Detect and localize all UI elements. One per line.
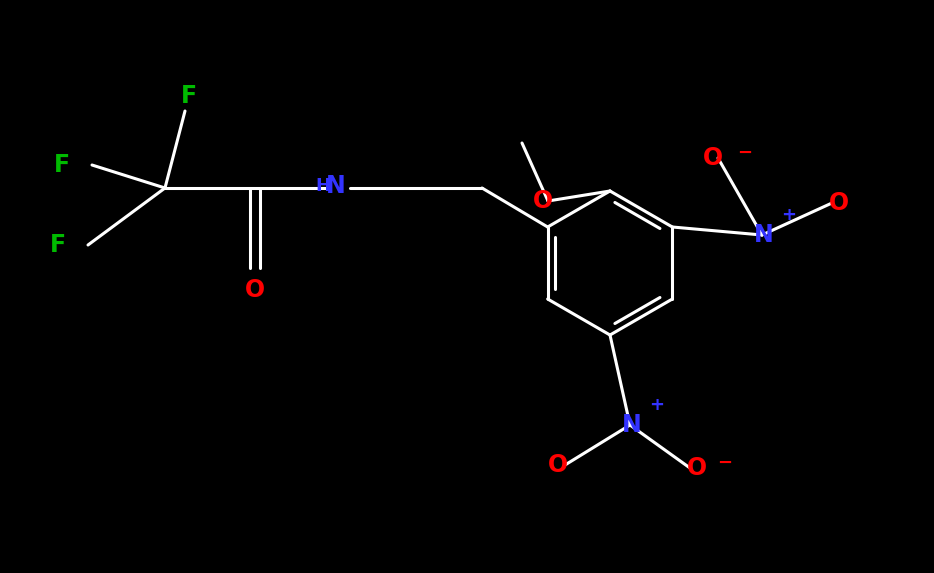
Text: N: N: [326, 174, 346, 198]
Text: F: F: [54, 153, 70, 177]
Text: N: N: [622, 413, 642, 437]
Text: O: O: [245, 278, 265, 302]
Text: +: +: [649, 396, 664, 414]
Text: O: O: [548, 453, 568, 477]
Text: O: O: [829, 191, 849, 215]
Text: N: N: [754, 223, 774, 247]
Text: O: O: [703, 146, 723, 170]
Text: −: −: [738, 144, 753, 162]
Text: +: +: [782, 206, 797, 224]
Text: F: F: [181, 84, 197, 108]
Text: −: −: [717, 454, 732, 472]
Text: O: O: [533, 189, 553, 213]
Text: O: O: [686, 456, 707, 480]
Text: H: H: [316, 177, 331, 195]
Text: F: F: [50, 233, 66, 257]
